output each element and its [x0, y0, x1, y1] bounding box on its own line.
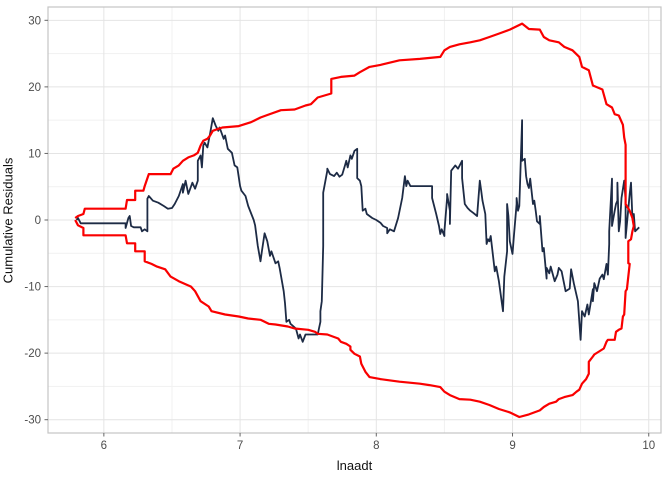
x-tick-label: 9	[509, 440, 515, 452]
y-tick-label: -10	[24, 282, 41, 294]
y-tick-label: 0	[35, 215, 41, 227]
x-tick-label: 8	[373, 440, 379, 452]
cumulative-residuals-line	[75, 117, 640, 343]
y-tick-label: 10	[28, 148, 41, 160]
y-tick-label: -20	[24, 348, 41, 360]
x-tick-label: 6	[101, 440, 107, 452]
y-tick-label: 30	[28, 15, 41, 27]
upper-confidence-band	[74, 22, 635, 227]
lower-confidence-band	[74, 219, 635, 419]
y-tick-label: -30	[24, 415, 41, 427]
x-tick-label: 7	[237, 440, 243, 452]
y-tick-label: 20	[28, 82, 41, 94]
x-tick-label: 10	[642, 440, 655, 452]
x-axis-title: lnaadt	[336, 458, 373, 473]
y-axis-title: Cumulative Residuals	[0, 157, 16, 284]
